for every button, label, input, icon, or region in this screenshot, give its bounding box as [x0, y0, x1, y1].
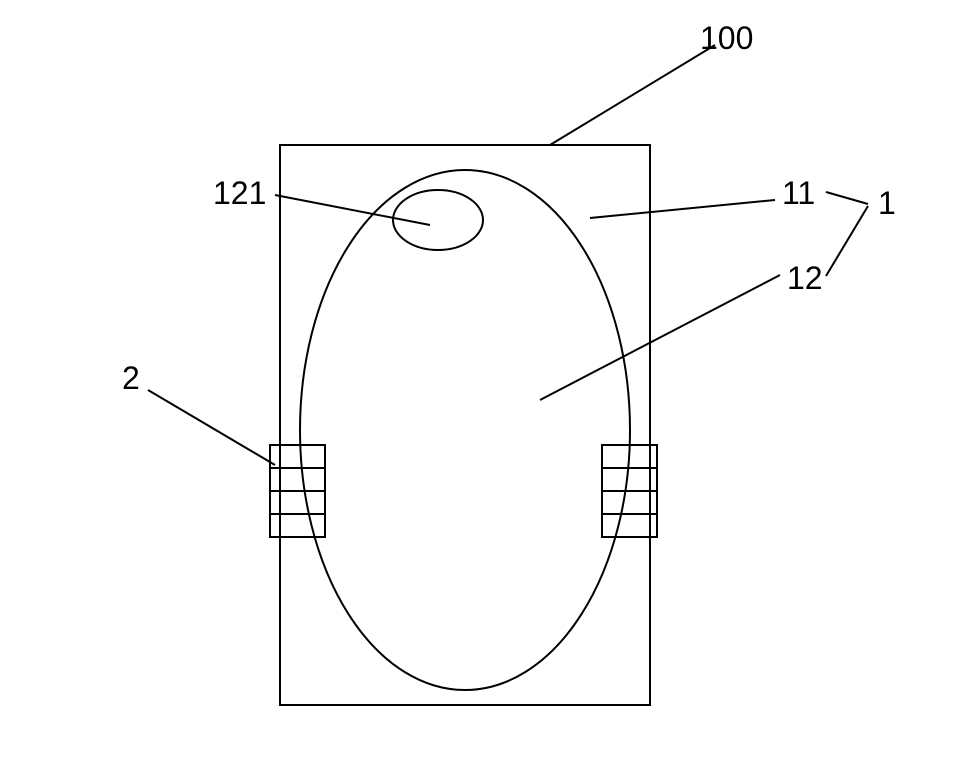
line-11 — [590, 200, 775, 218]
line-2 — [148, 390, 275, 465]
label-100: 100 — [700, 20, 753, 57]
label-2: 2 — [122, 360, 140, 397]
bracket-1-top — [826, 192, 868, 204]
label-11: 11 — [782, 175, 815, 212]
main-rectangle — [280, 145, 650, 705]
label-1: 1 — [878, 185, 896, 222]
left-grid — [270, 445, 325, 537]
line-100 — [550, 45, 715, 145]
bracket-1-bottom — [826, 206, 868, 276]
label-121: 121 — [213, 175, 266, 212]
diagram-canvas — [0, 0, 956, 771]
line-12 — [540, 275, 780, 400]
label-12: 12 — [787, 260, 823, 297]
large-ellipse — [300, 170, 630, 690]
